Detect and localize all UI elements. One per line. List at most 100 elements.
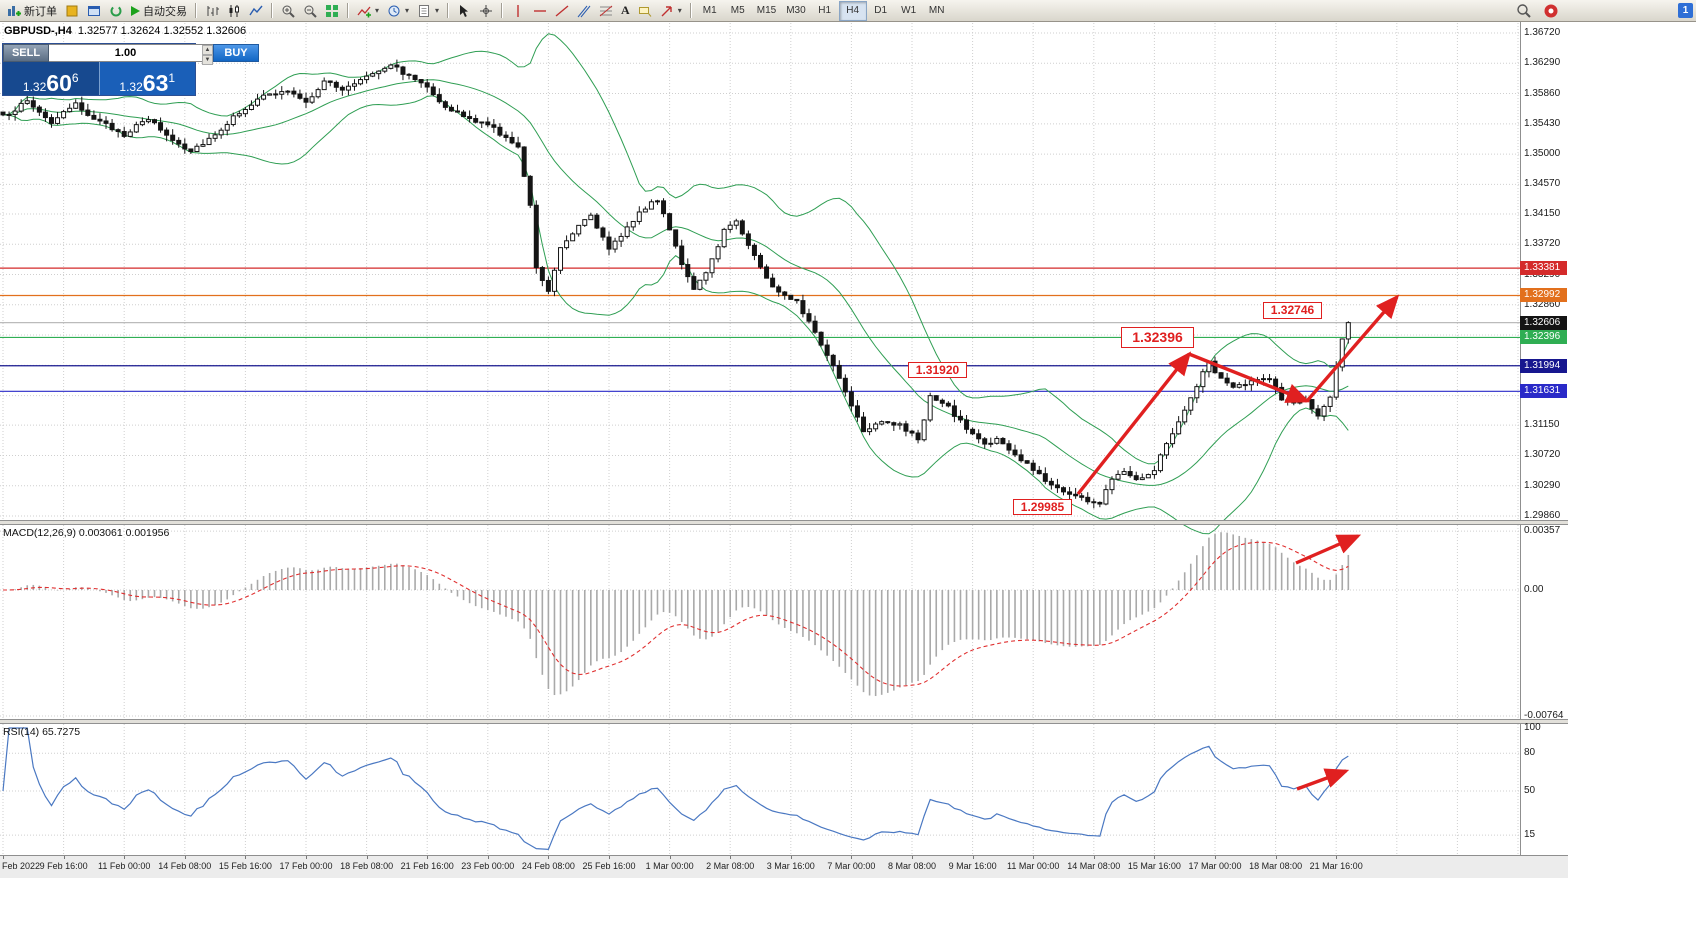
trend-arrow[interactable] [1076, 351, 1192, 496]
bollinger-lower-band [2, 95, 1349, 535]
volume-up-button[interactable]: ▲ [202, 45, 213, 55]
zoom-out-button[interactable] [299, 1, 321, 21]
time-axis-label: 14 Mar 08:00 [1067, 861, 1121, 871]
time-axis-label: 9 Mar 16:00 [948, 861, 997, 871]
bar-chart-button[interactable] [201, 1, 223, 21]
candle [364, 75, 370, 81]
trendline-tool-button[interactable] [551, 1, 573, 21]
trend-arrow[interactable] [1188, 352, 1311, 403]
line-chart-button[interactable] [245, 1, 267, 21]
timeframe-m30-button[interactable]: M30 [786, 5, 806, 16]
refresh-button[interactable] [105, 1, 127, 21]
candle [261, 94, 267, 100]
timeframe-w1-button[interactable]: W1 [901, 5, 917, 16]
community-button[interactable] [1543, 2, 1559, 20]
price-annotation[interactable]: 1.31920 [908, 362, 967, 378]
price-tag: 1.32606 [1520, 315, 1567, 330]
refresh-icon [109, 4, 123, 18]
price-axis-label: 1.34570 [1524, 178, 1561, 190]
candlestick-chart-button[interactable] [223, 1, 245, 21]
timeframe-m5-button[interactable]: M5 [730, 5, 745, 16]
candle [1036, 469, 1042, 475]
cursor-button[interactable] [453, 1, 475, 21]
candle [1285, 399, 1291, 402]
panel-separator-rsi[interactable] [0, 719, 1568, 724]
sell-price[interactable]: 1.32606 [3, 62, 100, 96]
candle [461, 111, 467, 118]
trend-arrow[interactable] [1305, 294, 1400, 403]
indicators-button[interactable]: ▾ [353, 1, 383, 21]
timeframe-d1-button[interactable]: D1 [874, 5, 888, 16]
candle [412, 74, 418, 81]
timeframe-m15-button[interactable]: M15 [756, 5, 777, 16]
tile-windows-button[interactable] [321, 1, 343, 21]
horizontal-line-tool-button[interactable] [529, 1, 551, 21]
annotation-arrows-layer[interactable] [1076, 294, 1400, 791]
price-axis[interactable]: 1.36720 1.36290 1.35860 1.35430 1.35000 1.345… [1520, 22, 1568, 878]
trend-arrow[interactable] [1296, 768, 1350, 791]
price-annotation[interactable]: 1.29985 [1013, 499, 1072, 515]
vertical-line-tool-button[interactable] [507, 1, 529, 21]
candle [1339, 338, 1345, 368]
price-annotation[interactable]: 1.32746 [1263, 302, 1322, 319]
candle [109, 122, 115, 131]
zoom-in-button[interactable] [277, 1, 299, 21]
candle [309, 96, 315, 103]
panel-separator-macd[interactable] [0, 520, 1568, 525]
volume-input[interactable] [49, 45, 202, 61]
candle [1279, 386, 1285, 401]
candle [1309, 399, 1315, 410]
candle [24, 100, 30, 104]
candle [503, 134, 509, 138]
time-axis[interactable]: Feb 2022 9 Feb 16:00 11 Feb 00:00 14 Feb 08… [0, 855, 1568, 878]
candle [1345, 322, 1351, 340]
candle [915, 432, 921, 441]
candle [351, 83, 357, 87]
text-tool-button[interactable]: A [617, 1, 634, 21]
timeframe-h4-button[interactable]: H4 [838, 0, 867, 21]
metaeditor-button[interactable] [61, 1, 83, 21]
candle [533, 204, 539, 269]
price-axis-label: 1.29860 [1524, 510, 1561, 521]
chart-canvas[interactable] [0, 22, 1568, 878]
candle [806, 313, 812, 322]
templates-button[interactable]: ▾ [413, 1, 443, 21]
candle [1085, 496, 1091, 503]
hline-layer[interactable] [0, 267, 1520, 392]
candle [642, 208, 648, 213]
candle [479, 121, 485, 124]
periods-button[interactable]: ▾ [383, 1, 413, 21]
candle [1000, 437, 1006, 445]
notification-badge[interactable]: 1 [1678, 3, 1693, 18]
buy-button[interactable]: BUY [213, 44, 259, 62]
fibonacci-tool-button[interactable] [595, 1, 617, 21]
arrows-tool-button[interactable]: ▾ [656, 1, 686, 21]
search-button[interactable] [1516, 2, 1532, 20]
channel-tool-button[interactable] [573, 1, 595, 21]
candle [721, 228, 727, 248]
price-tag: 1.31994 [1520, 358, 1567, 373]
timeframe-m1-button[interactable]: M1 [702, 5, 717, 16]
crosshair-button[interactable] [475, 1, 497, 21]
timeframe-mn-button[interactable]: MN [928, 5, 945, 16]
timeframe-h1-button[interactable]: H1 [818, 5, 832, 16]
candle [1048, 480, 1054, 486]
price-annotation[interactable]: 1.32396 [1121, 327, 1194, 348]
trend-arrow[interactable] [1295, 534, 1362, 565]
toolbar-separator [501, 3, 504, 18]
candle [842, 377, 848, 393]
candle [715, 246, 721, 260]
candle [491, 124, 497, 128]
auto-trading-button[interactable]: 自动交易 [127, 2, 191, 20]
candle [606, 236, 612, 250]
chart-window-button[interactable] [83, 1, 105, 21]
volume-down-button[interactable]: ▼ [202, 55, 213, 65]
label-tool-button[interactable] [634, 1, 656, 21]
buy-price[interactable]: 1.32631 [99, 62, 195, 96]
candle [679, 245, 685, 266]
sell-button[interactable]: SELL [3, 44, 49, 62]
candle [1194, 386, 1200, 399]
candle [570, 233, 576, 242]
time-axis-label: 15 Mar 16:00 [1127, 861, 1181, 871]
new-order-button[interactable]: 新订单 [3, 2, 61, 20]
